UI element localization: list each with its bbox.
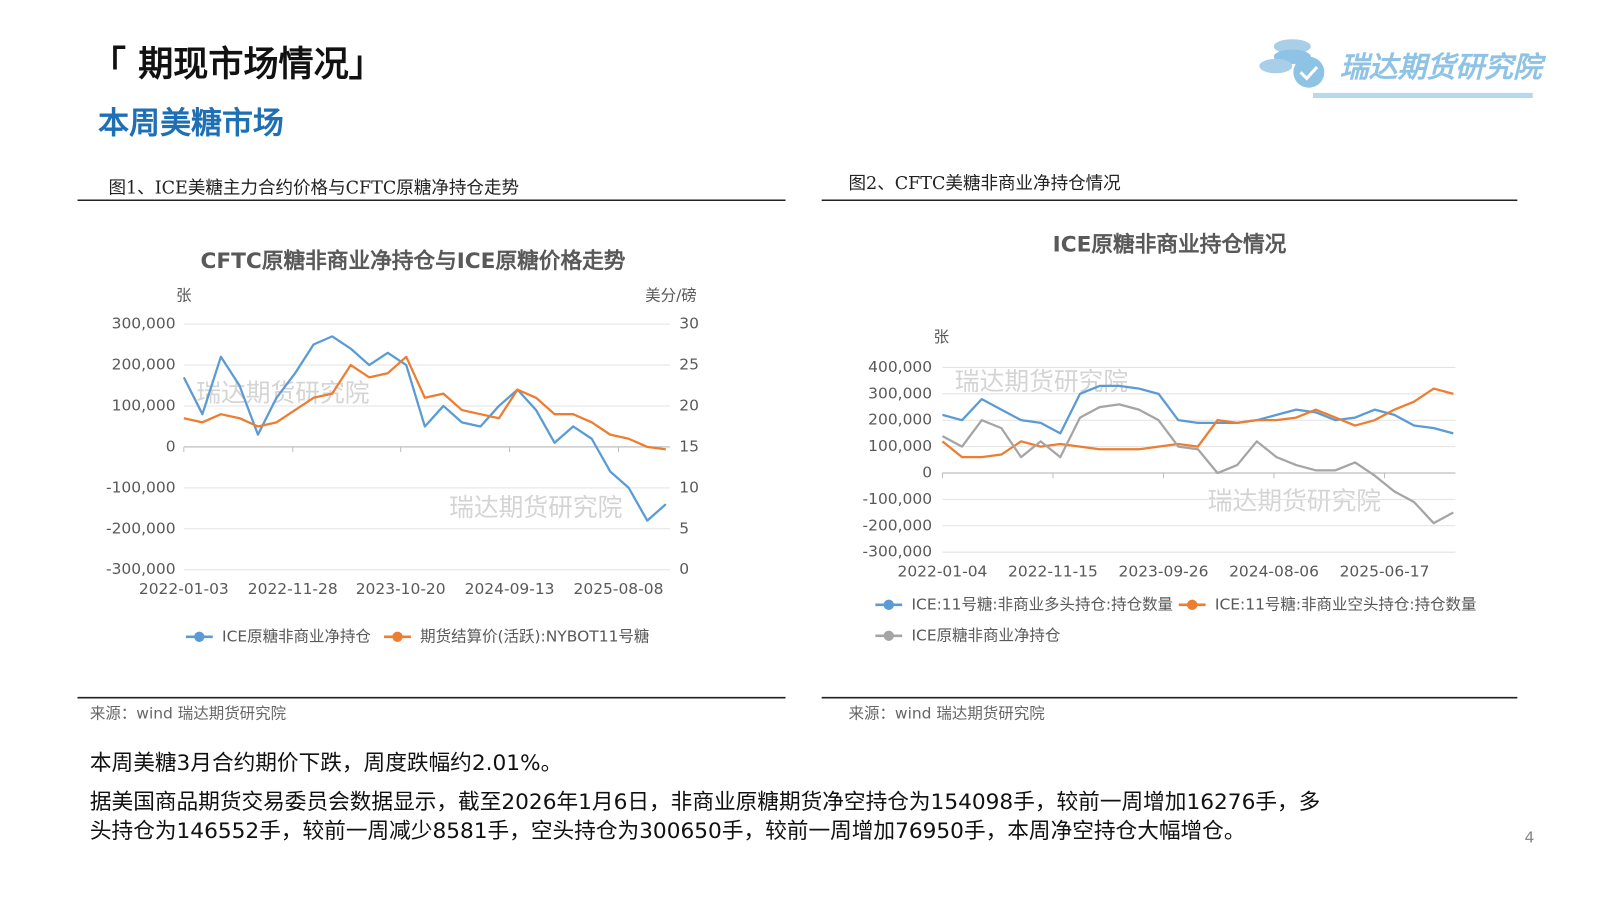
series-line: [941, 387, 1454, 459]
watermark: 瑞达期货研究院: [955, 367, 1128, 396]
paragraph: 本周美糖3月合约期价下跌，周度跌幅约2.01%。: [90, 751, 562, 776]
y-tick-label: 100,000: [112, 396, 176, 414]
legend-marker: [883, 599, 894, 610]
watermark: 瑞达期货研究院: [449, 493, 622, 522]
y-tick-label: -100,000: [863, 490, 933, 508]
y-tick-label: 400,000: [868, 358, 932, 376]
y-tick-label: 200,000: [868, 411, 932, 429]
y-tick-label: 100,000: [868, 437, 932, 455]
x-tick-label: 2022-01-03: [139, 580, 229, 598]
x-tick-label: 2022-11-28: [248, 580, 338, 598]
y-tick-label: -100,000: [106, 478, 176, 496]
y-tick-label: 0: [922, 464, 932, 482]
legend-label: ICE原糖非商业净持仓: [911, 626, 1060, 644]
x-tick-label: 2025-08-08: [574, 580, 664, 598]
y-tick-label: 300,000: [868, 384, 932, 402]
y-tick-label: 300,000: [112, 315, 176, 333]
y2-tick-label: 30: [679, 315, 699, 333]
series-line: [182, 335, 667, 522]
paragraph: 头持仓为146552手，较前一周减少8581手，空头持仓为300650手，较前一…: [90, 819, 1246, 844]
legend-marker: [392, 631, 403, 642]
x-tick-label: 2025-06-17: [1340, 562, 1430, 580]
y-axis-label: 张: [934, 328, 950, 346]
legend-marker: [1187, 599, 1198, 610]
y2-tick-label: 5: [679, 519, 689, 537]
series-line: [941, 403, 1454, 525]
chart-title: CFTC原糖非商业净持仓与ICE原糖价格走势: [200, 248, 625, 274]
watermark: 瑞达期货研究院: [1208, 487, 1381, 516]
legend-marker: [194, 631, 205, 642]
figure-caption: 图1、ICE美糖主力合约价格与CFTC原糖净持仓走势: [108, 178, 519, 198]
y-tick-label: -200,000: [106, 519, 176, 537]
y2-axis-label: 美分/磅: [645, 287, 697, 305]
y-tick-label: -300,000: [106, 560, 176, 578]
y-tick-label: -200,000: [863, 516, 933, 534]
chart-title: ICE原糖非商业持仓情况: [1053, 232, 1287, 258]
x-tick-label: 2022-11-15: [1008, 562, 1098, 580]
y2-tick-label: 15: [679, 437, 699, 455]
logo: [1259, 39, 1533, 99]
page-title: 「 期现市场情况」: [91, 44, 384, 85]
figure-source: 来源：wind 瑞达期货研究院: [90, 704, 286, 723]
y-tick-label: -300,000: [863, 543, 933, 561]
x-tick-label: 2022-01-04: [897, 562, 987, 580]
y2-tick-label: 10: [679, 478, 699, 496]
figure-caption: 图2、CFTC美糖非商业净持仓情况: [849, 174, 1121, 194]
y-axis-label: 张: [176, 287, 192, 305]
x-tick-label: 2023-09-26: [1119, 562, 1209, 580]
page-number: 4: [1525, 829, 1535, 847]
x-tick-label: 2024-08-06: [1229, 562, 1319, 580]
y-tick-label: 200,000: [112, 356, 176, 374]
y2-tick-label: 0: [679, 560, 689, 578]
y-tick-label: 0: [166, 437, 176, 455]
y2-tick-label: 20: [679, 396, 699, 414]
series-line: [942, 384, 1454, 435]
legend-marker: [883, 630, 894, 641]
legend-label: ICE:11号糖:非商业多头持仓:持仓数量: [911, 595, 1173, 613]
legend-label: ICE:11号糖:非商业空头持仓:持仓数量: [1215, 595, 1477, 613]
legend-label: ICE原糖非商业净持仓: [222, 627, 371, 645]
y2-tick-label: 25: [679, 356, 699, 374]
x-tick-label: 2024-09-13: [465, 580, 555, 598]
legend-label: 期货结算价(活跃):NYBOT11号糖: [420, 626, 649, 645]
figure-source: 来源：wind 瑞达期货研究院: [849, 704, 1045, 723]
x-tick-label: 2023-10-20: [356, 580, 446, 598]
paragraph: 据美国商品期货交易委员会数据显示，截至2026年1月6日，非商业原糖期货净空持仓…: [90, 790, 1320, 815]
series-line: [183, 355, 666, 451]
page-subtitle: 本周美糖市场: [98, 105, 284, 141]
watermark: 瑞达期货研究院: [196, 378, 369, 407]
logo-text: 瑞达期货研究院: [1340, 50, 1547, 84]
